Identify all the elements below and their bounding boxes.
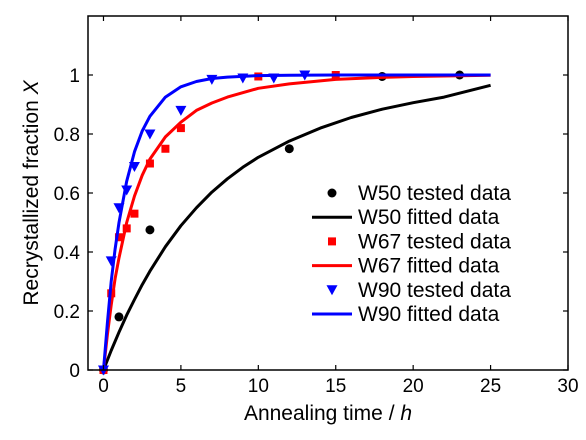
data-point (114, 312, 124, 322)
legend-item-w90-tested-data: W90 tested data (326, 279, 511, 302)
y-tick-label: 0.4 (54, 243, 81, 264)
legend-label: W90 tested data (358, 279, 511, 302)
y-tick-label: 0.2 (54, 302, 80, 323)
legend-marker-swatch (328, 237, 336, 246)
y-tick-label: 0.8 (54, 125, 80, 146)
legend-item-w67-fitted-data: W67 fitted data (312, 255, 500, 278)
data-point (145, 159, 154, 168)
y-tick-label: 1 (69, 66, 80, 87)
legend-label: W67 tested data (358, 230, 511, 253)
x-tick-label: 15 (325, 376, 346, 397)
data-point (144, 129, 156, 140)
y-tick-label: 0.6 (54, 184, 80, 205)
series-w90-fitted-data (102, 73, 491, 371)
legend-marker-swatch (326, 285, 338, 296)
series-w67-tested-data (99, 71, 340, 374)
series-line (102, 83, 491, 371)
series-line (102, 73, 491, 371)
x-tick-label: 5 (176, 376, 187, 397)
x-tick-label: 10 (248, 376, 269, 397)
legend-label: W50 tested data (358, 182, 511, 205)
legend-item-w90-fitted-data: W90 fitted data (312, 303, 500, 326)
data-point (114, 233, 123, 242)
series-w90-tested-data (97, 70, 311, 376)
legend-label: W67 fitted data (358, 255, 500, 278)
data-point (161, 144, 170, 153)
series-line (102, 73, 491, 371)
legend-marker-swatch (327, 188, 337, 198)
data-point (175, 105, 187, 116)
data-point (130, 209, 139, 218)
data-point (284, 144, 294, 154)
x-tick-label: 25 (480, 376, 501, 397)
axis-ticks: 0 5 10 15 20 25 30 0 0.2 0.4 0.6 0.8 1 (54, 16, 579, 397)
x-tick-label: 0 (98, 376, 109, 397)
x-tick-label: 30 (557, 376, 578, 397)
legend-item-w67-tested-data: W67 tested data (328, 230, 511, 253)
x-axis-label: Annealing time / h (244, 402, 412, 425)
legend-item-w50-tested-data: W50 tested data (327, 182, 511, 205)
y-tick-label: 0 (69, 361, 80, 382)
legend-label: W50 fitted data (358, 206, 500, 229)
data-point (176, 124, 185, 133)
data-point (145, 225, 155, 235)
series-w67-fitted-data (102, 73, 491, 371)
x-tick-label: 20 (403, 376, 424, 397)
series-w50-fitted-data (102, 83, 491, 371)
y-axis-label: Recrystallized fraction X (20, 79, 43, 305)
legend-item-w50-fitted-data: W50 fitted data (312, 206, 500, 229)
legend-label: W90 fitted data (358, 303, 500, 326)
